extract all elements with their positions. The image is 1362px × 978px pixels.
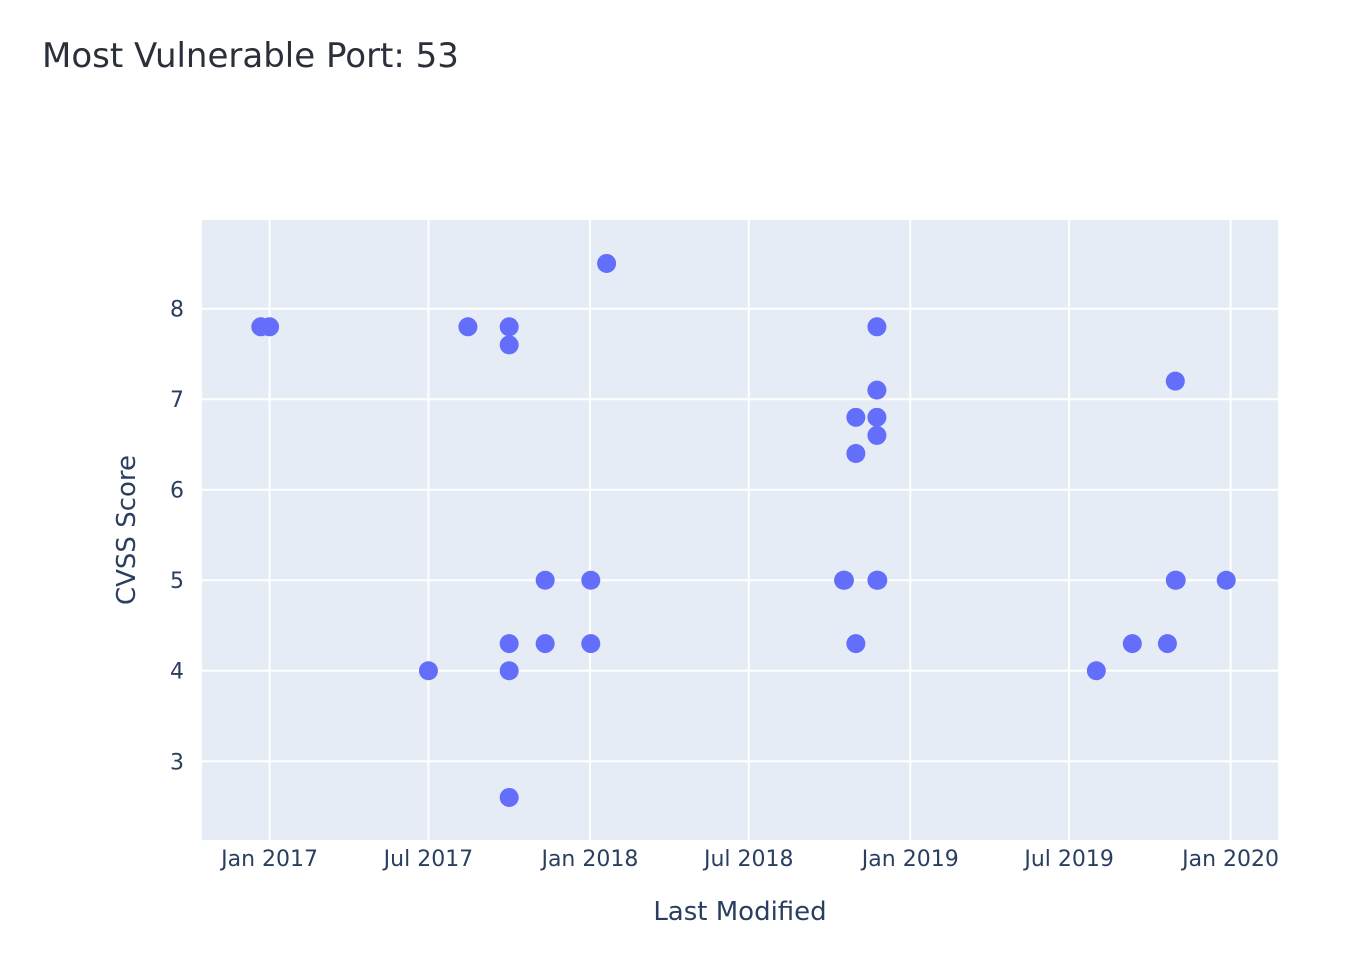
x-tick-label: Jan 2018 [539, 847, 638, 872]
x-tick-label: Jul 2018 [702, 847, 794, 872]
data-point[interactable] [867, 317, 887, 337]
data-point[interactable] [535, 570, 555, 590]
x-tick-label: Jul 2017 [382, 847, 474, 872]
data-point[interactable] [418, 661, 438, 681]
plot-area [202, 220, 1278, 840]
data-point[interactable] [867, 425, 887, 445]
grid-lines [202, 220, 1278, 840]
y-tick-label: 7 [170, 388, 184, 413]
x-tick-label: Jul 2019 [1022, 847, 1114, 872]
data-point[interactable] [499, 317, 519, 337]
data-point[interactable] [499, 661, 519, 681]
data-point[interactable] [535, 634, 555, 654]
data-point[interactable] [868, 570, 888, 590]
data-point[interactable] [597, 253, 617, 273]
y-tick-label: 8 [170, 298, 184, 323]
data-point[interactable] [834, 570, 854, 590]
data-point[interactable] [581, 570, 601, 590]
x-tick-label: Jan 2019 [860, 847, 959, 872]
x-axis-title: Last Modified [653, 897, 826, 927]
data-points [251, 253, 1236, 807]
data-point[interactable] [1122, 634, 1142, 654]
data-point[interactable] [846, 444, 866, 464]
data-point[interactable] [1166, 570, 1186, 590]
y-tick-label: 5 [170, 569, 184, 594]
data-point[interactable] [1216, 570, 1236, 590]
data-point[interactable] [499, 634, 519, 654]
y-axis-ticks: 3 4 5 6 7 8 [170, 298, 184, 776]
data-point[interactable] [846, 407, 866, 427]
data-point[interactable] [867, 380, 887, 400]
y-tick-label: 4 [170, 660, 184, 685]
data-point[interactable] [1086, 661, 1106, 681]
x-tick-label: Jan 2017 [219, 847, 318, 872]
data-point[interactable] [458, 317, 478, 337]
chart-title: Most Vulnerable Port: 53 [42, 36, 459, 76]
data-point[interactable] [581, 634, 601, 654]
y-tick-label: 3 [170, 750, 184, 775]
data-point[interactable] [846, 634, 866, 654]
data-point[interactable] [499, 335, 519, 355]
data-point[interactable] [1165, 371, 1185, 391]
data-point[interactable] [499, 787, 519, 807]
data-point[interactable] [1157, 634, 1177, 654]
data-point[interactable] [260, 317, 280, 337]
x-axis-ticks: Jan 2017 Jul 2017 Jan 2018 Jul 2018 Jan 2019… [219, 847, 1279, 872]
y-axis-title: CVSS Score [112, 455, 142, 605]
x-tick-label: Jan 2020 [1180, 847, 1279, 872]
y-tick-label: 6 [170, 479, 184, 504]
data-point[interactable] [867, 407, 887, 427]
